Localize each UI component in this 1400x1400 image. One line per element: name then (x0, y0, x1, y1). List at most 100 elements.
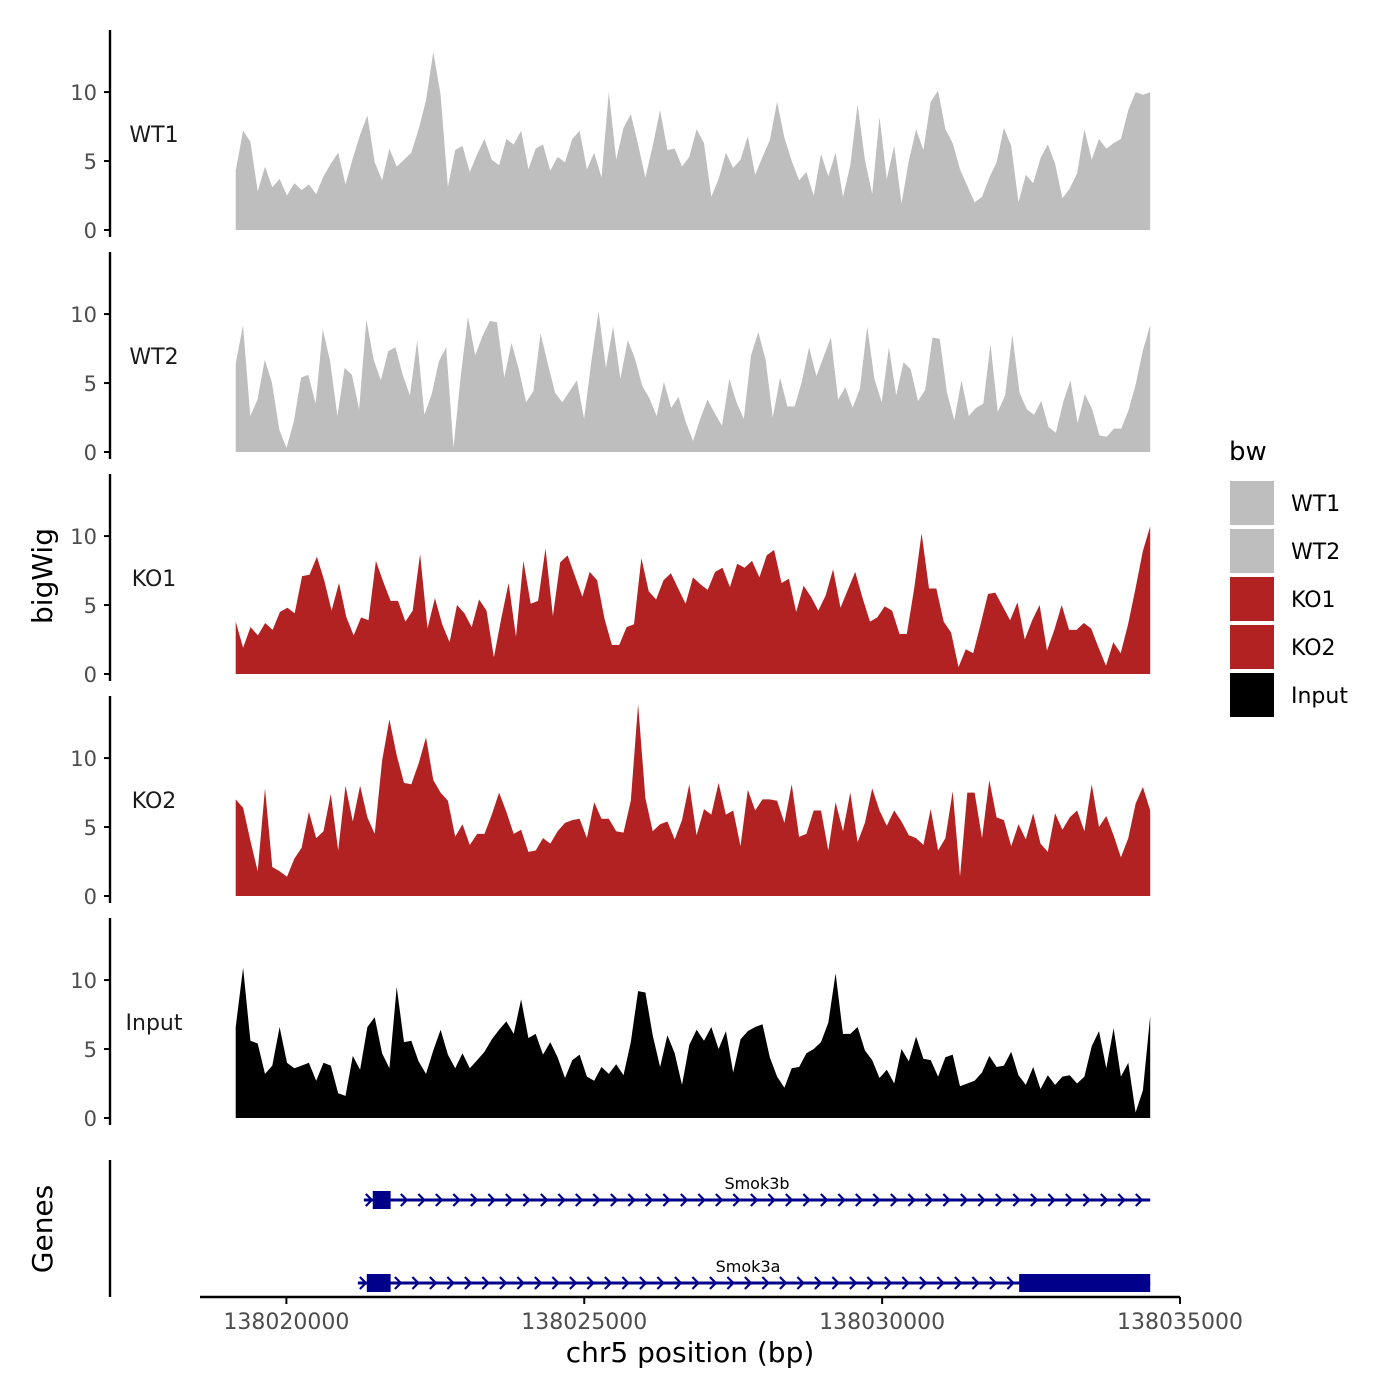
coverage-tracks: 0 5 10 WT1 0 5 10 WT2 0 5 10 KO1 0 5 10 KO2 0 5 10 Input (70, 30, 1151, 1131)
track-input: 0 5 10 Input (70, 918, 1151, 1131)
strand-arrow (1012, 1193, 1021, 1207)
coverage-area-ko2 (235, 704, 1151, 896)
legend-entry-input: Input (1228, 671, 1348, 719)
strand-arrow (575, 1193, 584, 1207)
strand-arrow (849, 1276, 858, 1290)
strand-arrow (400, 1193, 409, 1207)
track-wt2: 0 5 10 WT2 (70, 252, 1151, 465)
strand-arrow (872, 1193, 881, 1207)
y-tick-label: 10 (70, 969, 97, 993)
strand-arrow (429, 1276, 438, 1290)
gene-name-label: Smok3a (716, 1257, 781, 1276)
legend-entry-wt2: WT2 (1228, 527, 1340, 575)
strand-arrow (1006, 1276, 1015, 1290)
strand-arrow (1030, 1193, 1039, 1207)
gene-smok3b: Smok3b (363, 1174, 1151, 1209)
legend-entry-ko2: KO2 (1228, 623, 1336, 671)
strand-arrow (464, 1276, 473, 1290)
track-label: KO2 (132, 789, 177, 814)
strand-arrow (516, 1276, 525, 1290)
track-label: WT1 (129, 123, 178, 148)
y-tick-label: 0 (84, 1107, 97, 1131)
legend-label: WT2 (1291, 540, 1340, 565)
strand-arrow (866, 1276, 875, 1290)
strand-arrow (709, 1276, 718, 1290)
coverage-area-wt1 (235, 52, 1151, 230)
y-tick-label: 10 (70, 303, 97, 327)
gene-exon (372, 1191, 391, 1209)
track-ko1: 0 5 10 KO1 (70, 474, 1151, 687)
strand-arrow (715, 1193, 724, 1207)
gene-smok3a: Smok3a (357, 1257, 1151, 1292)
strand-arrow (732, 1193, 741, 1207)
track-wt1: 0 5 10 WT1 (70, 30, 1151, 243)
strand-arrow (919, 1276, 928, 1290)
strand-arrow (691, 1276, 700, 1290)
y-tick-label: 0 (84, 885, 97, 909)
y-tick-label: 5 (84, 816, 97, 840)
coverage-area-ko1 (235, 526, 1151, 674)
y-tick-label: 5 (84, 594, 97, 618)
coverage-area-input (235, 967, 1151, 1118)
strand-arrow (761, 1276, 770, 1290)
y-tick-label: 0 (84, 663, 97, 687)
strand-arrow (470, 1193, 479, 1207)
strand-arrow (417, 1193, 426, 1207)
legend-swatch (1228, 527, 1276, 575)
x-tick-label: 138020000 (223, 1310, 349, 1335)
strand-arrow (540, 1193, 549, 1207)
y-tick-label: 0 (84, 441, 97, 465)
y-tick-label: 10 (70, 525, 97, 549)
y-tick-label: 10 (70, 81, 97, 105)
strand-arrow (639, 1276, 648, 1290)
strand-arrow (989, 1276, 998, 1290)
strand-arrow (890, 1193, 899, 1207)
strand-arrow (796, 1276, 805, 1290)
strand-arrow (936, 1276, 945, 1290)
strand-arrow (960, 1193, 969, 1207)
strand-arrow (435, 1193, 444, 1207)
strand-arrow (907, 1193, 916, 1207)
legend-label: KO2 (1291, 636, 1336, 661)
strand-arrow (627, 1193, 636, 1207)
strand-arrow (505, 1193, 514, 1207)
legend-swatch (1228, 575, 1276, 623)
strand-arrow (697, 1193, 706, 1207)
strand-arrow (680, 1193, 689, 1207)
legend-entry-ko1: KO1 (1228, 575, 1336, 623)
strand-arrow (365, 1193, 374, 1207)
y-tick-label: 5 (84, 1038, 97, 1062)
x-tick-label: 138030000 (819, 1310, 945, 1335)
strand-arrow (645, 1193, 654, 1207)
strand-arrow (551, 1276, 560, 1290)
strand-arrow (411, 1276, 420, 1290)
strand-arrow (534, 1276, 543, 1290)
strand-arrow (481, 1276, 490, 1290)
strand-arrow (359, 1276, 368, 1290)
legend-label: KO1 (1291, 588, 1336, 613)
gene-exon (1019, 1274, 1151, 1292)
x-tick-label: 138035000 (1117, 1310, 1243, 1335)
legend-swatch (1228, 479, 1276, 527)
genes-axis-title: Genes (26, 1185, 59, 1273)
strand-arrow (557, 1193, 566, 1207)
strand-arrow (1082, 1193, 1091, 1207)
strand-arrow (487, 1193, 496, 1207)
strand-arrow (831, 1276, 840, 1290)
y-axis-title: bigWig (26, 528, 59, 624)
strand-arrow (971, 1276, 980, 1290)
strand-arrow (884, 1276, 893, 1290)
strand-arrow (1065, 1193, 1074, 1207)
track-ko2: 0 5 10 KO2 (70, 696, 1151, 909)
strand-arrow (586, 1276, 595, 1290)
strand-arrow (750, 1193, 759, 1207)
strand-arrow (995, 1193, 1004, 1207)
strand-arrow (569, 1276, 578, 1290)
strand-arrow (621, 1276, 630, 1290)
track-label: WT2 (129, 345, 178, 370)
strand-arrow (610, 1193, 619, 1207)
strand-arrow (592, 1193, 601, 1207)
strand-arrow (814, 1276, 823, 1290)
y-tick-label: 10 (70, 747, 97, 771)
strand-arrow (1117, 1193, 1126, 1207)
